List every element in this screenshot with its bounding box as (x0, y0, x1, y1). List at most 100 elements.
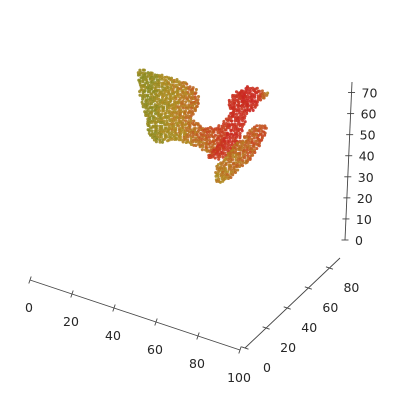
surface-point (155, 104, 159, 108)
surface-point (185, 82, 189, 86)
surface-point (231, 148, 235, 152)
y-tick-label: 60 (322, 300, 338, 315)
surface-point (188, 85, 192, 89)
surface-point (250, 148, 254, 152)
surface-point (147, 124, 151, 128)
surface-point (243, 156, 247, 160)
surface-point (229, 155, 233, 159)
surface-point (194, 140, 198, 144)
surface-point (154, 120, 159, 124)
surface-point (222, 133, 226, 137)
surface-point (216, 172, 220, 176)
surface-point (243, 100, 247, 104)
surface-point (175, 112, 179, 116)
surface-point (150, 102, 154, 106)
surface-point (238, 91, 242, 95)
surface-point (246, 154, 250, 158)
surface-point (225, 148, 229, 152)
surface-point (257, 133, 261, 137)
surface-point (161, 101, 165, 105)
x-tick-label: 40 (105, 328, 121, 343)
surface-point (176, 94, 180, 98)
surface-point (150, 133, 154, 137)
surface-point (150, 87, 154, 91)
y-tick (283, 306, 291, 310)
z-tick-label: 70 (362, 86, 378, 101)
surface-point (187, 87, 191, 91)
surface-left-lobe (136, 68, 237, 157)
surface-point (142, 68, 146, 72)
surface-point (159, 113, 163, 118)
surface-point (160, 140, 165, 144)
surface-point (210, 155, 215, 159)
y-tick-label: 80 (343, 280, 359, 295)
surface-point (155, 137, 159, 141)
surface-point (183, 111, 187, 115)
surface-point (230, 136, 234, 140)
z-tick-label: 10 (356, 212, 372, 227)
surface-point (231, 152, 235, 156)
surface-point (189, 142, 193, 147)
surface-point (191, 92, 195, 96)
surface-point (237, 109, 242, 113)
surface-point (233, 98, 237, 102)
surface-point (175, 80, 179, 84)
surface-point (224, 153, 228, 157)
surface-point (196, 101, 200, 106)
surface-point (165, 104, 169, 108)
surface-point (164, 79, 169, 83)
surface-point (208, 145, 212, 149)
surface-point (237, 100, 241, 104)
surface-point (179, 116, 183, 120)
surface-point (236, 168, 240, 172)
surface-point (141, 97, 145, 101)
surface-point (250, 134, 254, 138)
surface-point (234, 148, 238, 153)
x-tick (238, 346, 242, 354)
y-tick (325, 266, 334, 270)
x-tick (112, 304, 116, 312)
surface-point (228, 135, 232, 140)
surface-point (230, 119, 234, 123)
surface-point (159, 132, 164, 137)
surface-point (171, 92, 176, 96)
surface-point (233, 155, 237, 159)
surface-point (255, 124, 259, 128)
surface-point (240, 164, 245, 168)
surface-point (189, 114, 193, 118)
surface-point (253, 150, 257, 155)
surface-point (253, 139, 258, 143)
surface-point (167, 128, 171, 132)
surface-point (218, 180, 222, 184)
x-tick (154, 318, 158, 326)
surface-point (231, 162, 235, 166)
surface-point (167, 106, 171, 110)
surface-point (170, 128, 174, 132)
surface-point (245, 160, 249, 164)
surface-point (200, 148, 204, 152)
surface-point (184, 87, 188, 91)
surface-point (158, 140, 162, 144)
surface-point (244, 91, 248, 95)
surface-point (217, 177, 221, 181)
surface-point (186, 133, 190, 137)
surface-point (214, 174, 218, 178)
surface-point (225, 136, 229, 140)
surface-point (258, 95, 262, 99)
surface-point (257, 144, 261, 148)
surface-point (251, 153, 255, 157)
z-tick-label: 50 (360, 128, 376, 143)
y-tick-label: 0 (263, 360, 271, 375)
surface-point (171, 97, 176, 101)
surface-upper-right-cap (237, 85, 270, 113)
surface-point (146, 87, 150, 91)
surface-point (240, 124, 244, 128)
surface-point (230, 140, 234, 144)
surface-point (160, 85, 164, 89)
surface-point (170, 137, 174, 141)
surface-point (247, 136, 251, 140)
surface-point (164, 93, 169, 97)
surface-point (205, 138, 209, 142)
surface-point (188, 133, 192, 137)
surface-point (248, 144, 252, 148)
